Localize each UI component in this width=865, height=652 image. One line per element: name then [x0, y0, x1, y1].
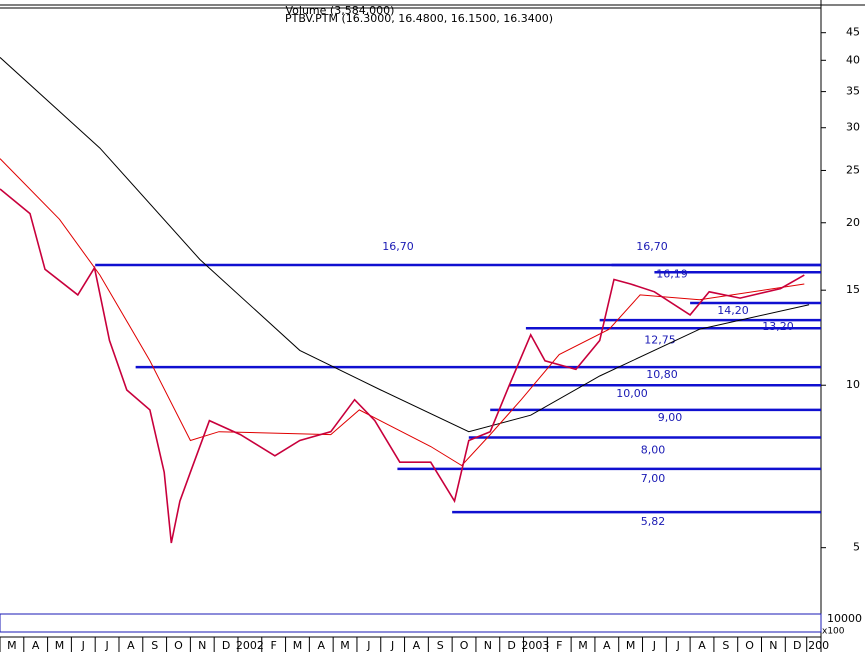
x-tick-label: A	[32, 639, 40, 652]
x-tick-label: M	[293, 639, 303, 652]
level-label: 7,00	[641, 472, 666, 485]
x-tick-label: S	[722, 639, 729, 652]
x-tick-label: D	[507, 639, 515, 652]
volume-axis-label: 10000	[827, 612, 862, 625]
y-tick-label: 10	[846, 378, 860, 391]
level-label: 13,20	[762, 320, 794, 333]
level-label: 16,70	[636, 240, 668, 253]
level-label: 9,00	[658, 411, 683, 424]
y-tick-label: 40	[846, 53, 860, 66]
y-tick-label: 25	[846, 163, 860, 176]
x-tick-label: O	[460, 639, 469, 652]
volume-pane	[0, 613, 822, 633]
y-tick-label: 30	[846, 121, 860, 134]
volume-axis-unit: x100	[822, 627, 845, 637]
y-tick-label: 45	[846, 26, 860, 39]
x-tick-label: A	[698, 639, 706, 652]
x-tick-label: M	[55, 639, 65, 652]
x-tick-label: J	[366, 639, 370, 652]
chart-subtitle: Volume (3,584,000)	[286, 4, 395, 17]
level-label: 10,00	[616, 387, 648, 400]
level-label: 5,82	[641, 515, 666, 528]
x-tick-label: J	[104, 639, 108, 652]
x-tick-label: J	[676, 639, 680, 652]
y-tick-label: 15	[846, 283, 860, 296]
x-tick-label: S	[151, 639, 158, 652]
x-tick-label: O	[745, 639, 754, 652]
x-tick-label: N	[198, 639, 206, 652]
x-tick-label: N	[769, 639, 777, 652]
x-tick-label: A	[413, 639, 421, 652]
level-label: 12,75	[644, 333, 676, 346]
chart-title: PTBV.PTM (16.3000, 16.4800, 16.1500, 16.…	[285, 12, 553, 25]
x-tick-label: S	[437, 639, 444, 652]
x-tick-label: 200	[808, 639, 829, 652]
level-label: 14,20	[717, 304, 749, 317]
x-tick-label: N	[484, 639, 492, 652]
x-tick-label: O	[174, 639, 183, 652]
x-tick-label: 2002	[236, 639, 264, 652]
x-tick-label: F	[556, 639, 562, 652]
x-tick-label: D	[222, 639, 230, 652]
x-tick-label: F	[271, 639, 277, 652]
level-label: 16,19	[656, 267, 688, 280]
x-tick-label: D	[793, 639, 801, 652]
x-tick-label: J	[652, 639, 656, 652]
level-label: 8,00	[641, 444, 666, 457]
x-tick-label: A	[603, 639, 611, 652]
level-label: 10,80	[646, 368, 678, 381]
x-tick-label: M	[578, 639, 588, 652]
y-tick-label: 5	[853, 541, 860, 554]
x-tick-label: M	[7, 639, 17, 652]
x-tick-label: J	[390, 639, 394, 652]
series-line	[0, 57, 810, 433]
x-tick-label: M	[340, 639, 350, 652]
y-tick-label: 20	[846, 216, 860, 229]
level-label: 16,70	[382, 240, 414, 253]
x-tick-label: M	[626, 639, 636, 652]
series-line	[0, 158, 805, 467]
y-tick-label: 35	[846, 85, 860, 98]
x-tick-label: J	[81, 639, 85, 652]
x-tick-label: A	[127, 639, 135, 652]
x-tick-label: A	[317, 639, 325, 652]
series-line	[0, 188, 805, 544]
x-tick-label: 2003	[521, 639, 549, 652]
